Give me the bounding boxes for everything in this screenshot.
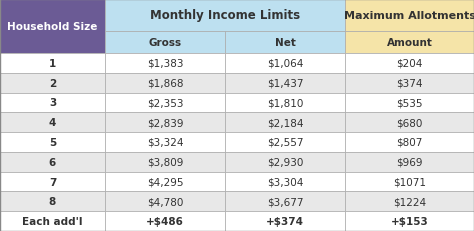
Text: 7: 7	[49, 177, 56, 187]
Text: $3,677: $3,677	[267, 197, 303, 207]
Text: $2,184: $2,184	[267, 118, 303, 128]
Text: 4: 4	[49, 118, 56, 128]
Bar	[225, 32, 345, 54]
Text: $1,437: $1,437	[267, 78, 303, 88]
Text: $1,810: $1,810	[267, 98, 303, 108]
Text: Net: Net	[274, 38, 295, 48]
Bar	[105, 192, 225, 211]
Text: 5: 5	[49, 137, 56, 147]
Text: $1,383: $1,383	[147, 59, 183, 69]
Text: Gross: Gross	[148, 38, 182, 48]
Bar	[105, 113, 225, 133]
Bar	[225, 73, 345, 93]
Text: $4,295: $4,295	[147, 177, 183, 187]
Bar	[0, 152, 105, 172]
Bar	[105, 211, 225, 231]
Text: +$486: +$486	[146, 216, 184, 226]
Bar	[0, 192, 105, 211]
Bar	[225, 192, 345, 211]
Bar	[0, 93, 105, 113]
Text: 8: 8	[49, 197, 56, 207]
Bar	[105, 172, 225, 192]
Bar	[225, 113, 345, 133]
Bar	[0, 54, 105, 73]
Bar	[225, 152, 345, 172]
Bar	[105, 73, 225, 93]
Bar	[105, 0, 345, 32]
Text: $3,304: $3,304	[267, 177, 303, 187]
Bar	[345, 192, 474, 211]
Text: 3: 3	[49, 98, 56, 108]
Bar	[345, 54, 474, 73]
Bar	[0, 73, 105, 93]
Bar	[0, 172, 105, 192]
Bar	[345, 172, 474, 192]
Text: 6: 6	[49, 157, 56, 167]
Text: $4,780: $4,780	[147, 197, 183, 207]
Text: $204: $204	[396, 59, 423, 69]
Text: $374: $374	[396, 78, 423, 88]
Text: Monthly Income Limits: Monthly Income Limits	[150, 9, 300, 22]
Text: $1071: $1071	[393, 177, 426, 187]
Bar	[345, 152, 474, 172]
Bar	[0, 113, 105, 133]
Bar	[105, 133, 225, 152]
Text: $3,324: $3,324	[147, 137, 183, 147]
Text: +$153: +$153	[391, 216, 428, 226]
Text: $2,353: $2,353	[147, 98, 183, 108]
Bar	[105, 152, 225, 172]
Text: $3,809: $3,809	[147, 157, 183, 167]
Text: $1,064: $1,064	[267, 59, 303, 69]
Text: $969: $969	[396, 157, 423, 167]
Bar	[0, 133, 105, 152]
Text: $807: $807	[396, 137, 423, 147]
Text: $1224: $1224	[393, 197, 426, 207]
Bar	[0, 0, 105, 54]
Bar	[345, 211, 474, 231]
Bar	[345, 73, 474, 93]
Text: $2,557: $2,557	[267, 137, 303, 147]
Text: Each add'l: Each add'l	[22, 216, 83, 226]
Text: 2: 2	[49, 78, 56, 88]
Text: $535: $535	[396, 98, 423, 108]
Bar	[225, 211, 345, 231]
Text: $2,839: $2,839	[147, 118, 183, 128]
Text: $2,930: $2,930	[267, 157, 303, 167]
Bar	[225, 133, 345, 152]
Text: Household Size: Household Size	[7, 22, 98, 32]
Bar	[345, 133, 474, 152]
Bar	[225, 54, 345, 73]
Text: Amount: Amount	[387, 38, 432, 48]
Bar	[105, 32, 225, 54]
Bar	[345, 93, 474, 113]
Text: Maximum Allotments: Maximum Allotments	[344, 11, 474, 21]
Text: 1: 1	[49, 59, 56, 69]
Bar	[105, 54, 225, 73]
Bar	[225, 172, 345, 192]
Bar	[225, 93, 345, 113]
Bar	[345, 32, 474, 54]
Text: $1,868: $1,868	[147, 78, 183, 88]
Text: +$374: +$374	[266, 216, 304, 226]
Bar	[345, 0, 474, 32]
Bar	[0, 211, 105, 231]
Text: $680: $680	[396, 118, 423, 128]
Bar	[105, 93, 225, 113]
Bar	[345, 113, 474, 133]
